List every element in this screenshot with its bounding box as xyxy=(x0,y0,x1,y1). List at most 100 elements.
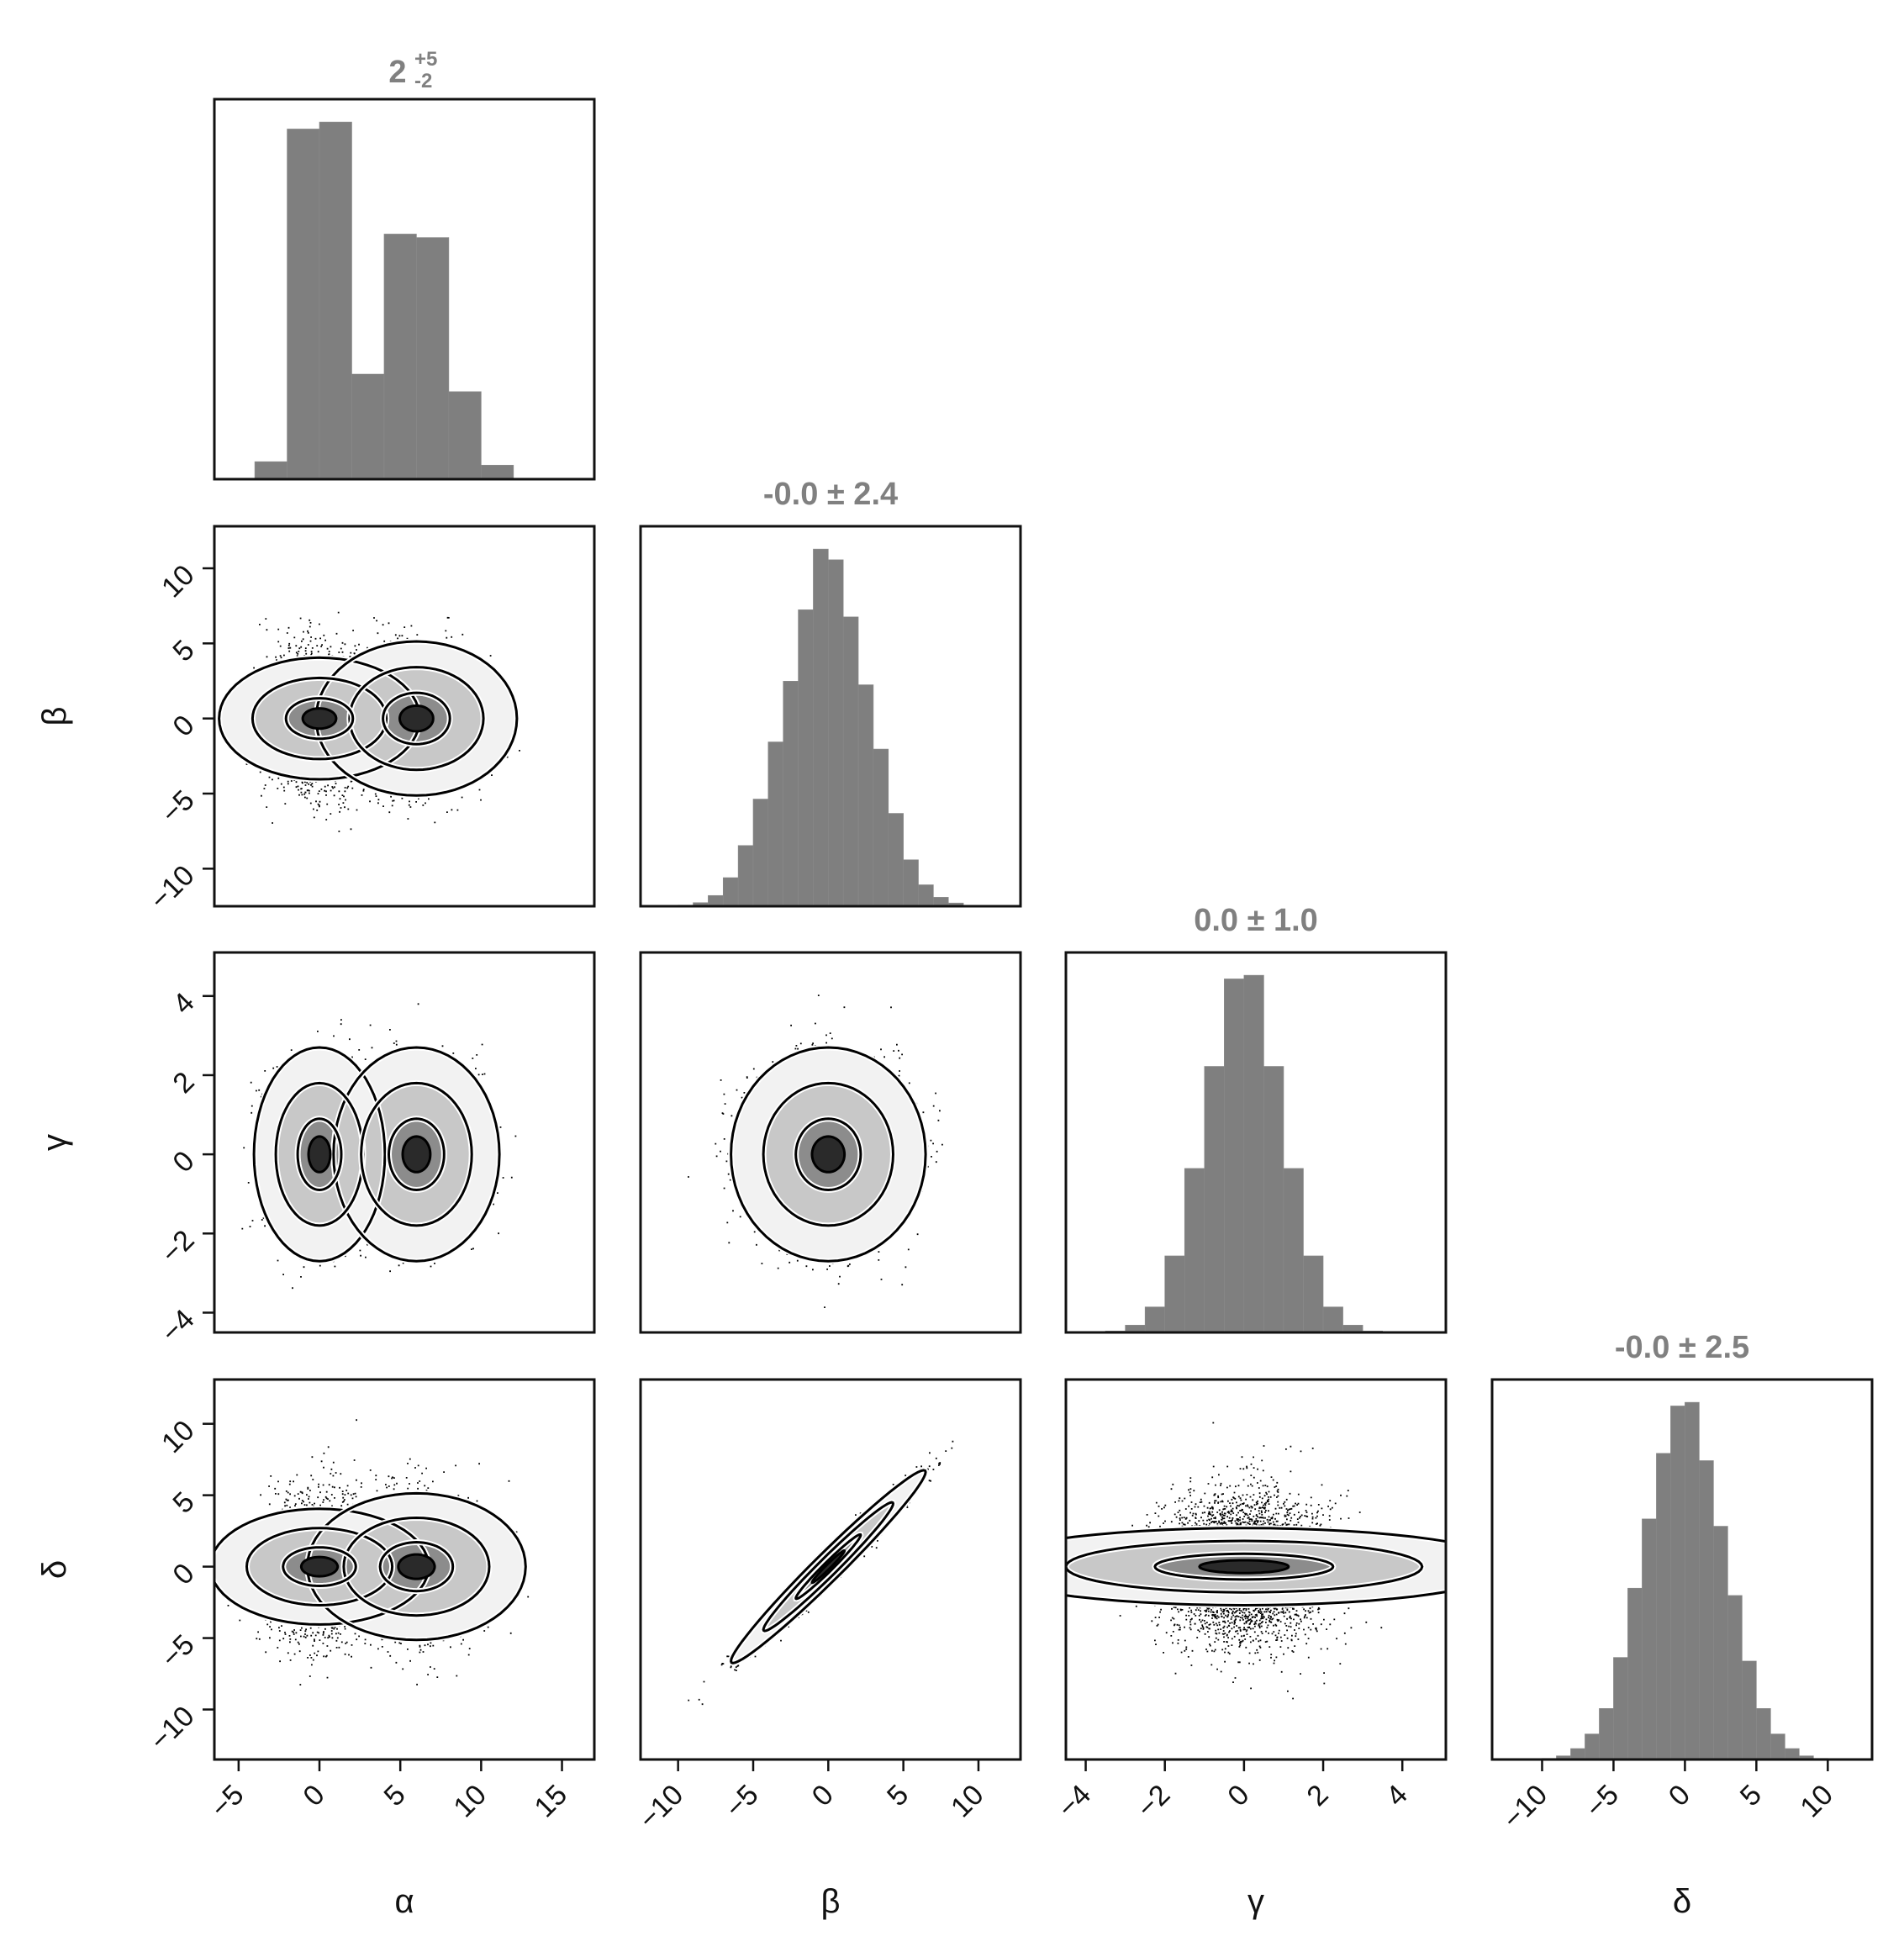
density-core xyxy=(398,704,435,733)
contour-line xyxy=(382,691,451,746)
contour-line xyxy=(284,697,355,741)
x-tick-label: 0 xyxy=(806,1779,840,1812)
histogram-bar xyxy=(813,548,829,906)
contour-line xyxy=(218,656,422,781)
contour-line xyxy=(378,1540,455,1593)
histogram-bar xyxy=(1613,1657,1628,1759)
histogram-bar xyxy=(1184,1168,1205,1332)
contour-line xyxy=(214,1507,430,1626)
contour-line xyxy=(387,1117,446,1192)
x-tick-label: 4 xyxy=(1380,1779,1414,1812)
contour-line xyxy=(794,1117,862,1192)
histogram-bar xyxy=(708,894,724,906)
histogram-bar xyxy=(1303,1255,1324,1332)
histogram-bar xyxy=(737,845,754,906)
x-tick-label: 10 xyxy=(447,1779,493,1824)
density-core xyxy=(1198,1559,1290,1575)
panel-title: -0.0 ± 2.4 xyxy=(763,477,898,512)
density-alpha-gamma xyxy=(213,951,596,1334)
histogram-bar xyxy=(1164,1255,1185,1332)
contour-line xyxy=(282,1546,357,1588)
density-contours xyxy=(216,638,520,799)
y-tick-label: 0 xyxy=(166,1557,200,1591)
density-core xyxy=(810,1548,847,1585)
histogram-bar xyxy=(1627,1587,1643,1759)
histogram-bar xyxy=(287,129,320,479)
contour-line xyxy=(1066,1527,1446,1607)
histogram-bar xyxy=(1342,1325,1363,1332)
histogram-bar xyxy=(903,859,919,906)
x-tick-label: 0 xyxy=(1221,1779,1255,1812)
contour-line xyxy=(730,1046,927,1263)
histogram-bar xyxy=(1144,1306,1166,1332)
histogram-bar xyxy=(1570,1748,1585,1759)
histogram-bar xyxy=(351,373,385,479)
contour-line xyxy=(794,1533,862,1601)
panel-frame xyxy=(213,951,596,1334)
density-contours xyxy=(1066,1525,1446,1609)
contour-line xyxy=(360,1081,473,1227)
panel-title: 2 xyxy=(388,55,406,90)
density-gamma-delta xyxy=(1064,1378,1448,1761)
x-tick-label: −5 xyxy=(1580,1779,1625,1824)
density-core xyxy=(810,1135,847,1174)
histogram-bar xyxy=(1283,1168,1304,1332)
density-core xyxy=(301,707,338,731)
histogram-bar xyxy=(1204,1066,1225,1332)
panel-frame xyxy=(1064,1378,1448,1761)
y-tick-label: 10 xyxy=(156,1414,201,1459)
panel-frame xyxy=(213,525,596,908)
panel-frame xyxy=(213,98,596,481)
panel-title: 0.0 ± 1.0 xyxy=(1194,903,1318,938)
histogram-bar xyxy=(1322,1306,1343,1332)
histogram-bar xyxy=(416,237,450,479)
x-tick-label: 0 xyxy=(1663,1779,1696,1812)
panel-frame xyxy=(639,525,1022,908)
x-tick-label: −10 xyxy=(633,1779,690,1836)
histogram-bar xyxy=(1713,1526,1728,1759)
histogram-bar xyxy=(828,559,844,906)
density-contours xyxy=(728,1467,929,1666)
histogram-bar xyxy=(383,234,417,479)
y-tick-label: −10 xyxy=(144,1700,201,1757)
density-alpha-delta xyxy=(213,1378,596,1761)
histogram-bar xyxy=(1785,1748,1800,1759)
density-beta-gamma xyxy=(639,951,1022,1334)
y-tick-label: 5 xyxy=(166,634,200,667)
histogram-bar xyxy=(1727,1595,1743,1759)
panel-title: -0.0 ± 2.5 xyxy=(1615,1330,1749,1365)
histogram-gamma: 0.0 ± 1.0 xyxy=(1064,903,1448,1334)
histogram-bar xyxy=(767,741,784,906)
histogram-bar xyxy=(1224,979,1245,1332)
histogram-bar xyxy=(1656,1453,1671,1759)
histogram-bar xyxy=(1599,1708,1614,1759)
density-core xyxy=(401,1135,432,1174)
x-tick-label: 10 xyxy=(1794,1779,1839,1824)
histogram-bar xyxy=(1770,1733,1785,1759)
x-tick-label: 5 xyxy=(378,1779,412,1812)
histogram-bar xyxy=(1799,1755,1814,1759)
contour-line xyxy=(762,1081,895,1227)
histogram-bar xyxy=(1742,1660,1757,1759)
density-alpha-beta xyxy=(213,525,596,908)
panel-title-lower: -2 xyxy=(414,70,432,92)
density-core xyxy=(307,1135,332,1174)
histogram-bar xyxy=(1670,1406,1685,1759)
histogram-alpha: 2 +5-2 xyxy=(213,48,596,481)
histogram-bar xyxy=(888,813,904,906)
x-tick-label: 0 xyxy=(297,1779,330,1812)
contour-line xyxy=(245,1527,394,1607)
histogram-bar xyxy=(254,461,287,479)
histogram-bar xyxy=(722,877,739,906)
histogram-bar xyxy=(1685,1401,1700,1759)
density-contours xyxy=(214,1490,529,1643)
histogram-bar xyxy=(798,609,814,906)
contour-line xyxy=(762,1501,895,1633)
y-tick-label: 2 xyxy=(166,1066,200,1100)
y-axis-label: β xyxy=(36,706,73,725)
x-tick-label: 5 xyxy=(881,1779,915,1812)
histogram-bar xyxy=(933,897,949,906)
density-beta-delta xyxy=(639,1378,1022,1761)
contour-line xyxy=(296,1117,343,1192)
